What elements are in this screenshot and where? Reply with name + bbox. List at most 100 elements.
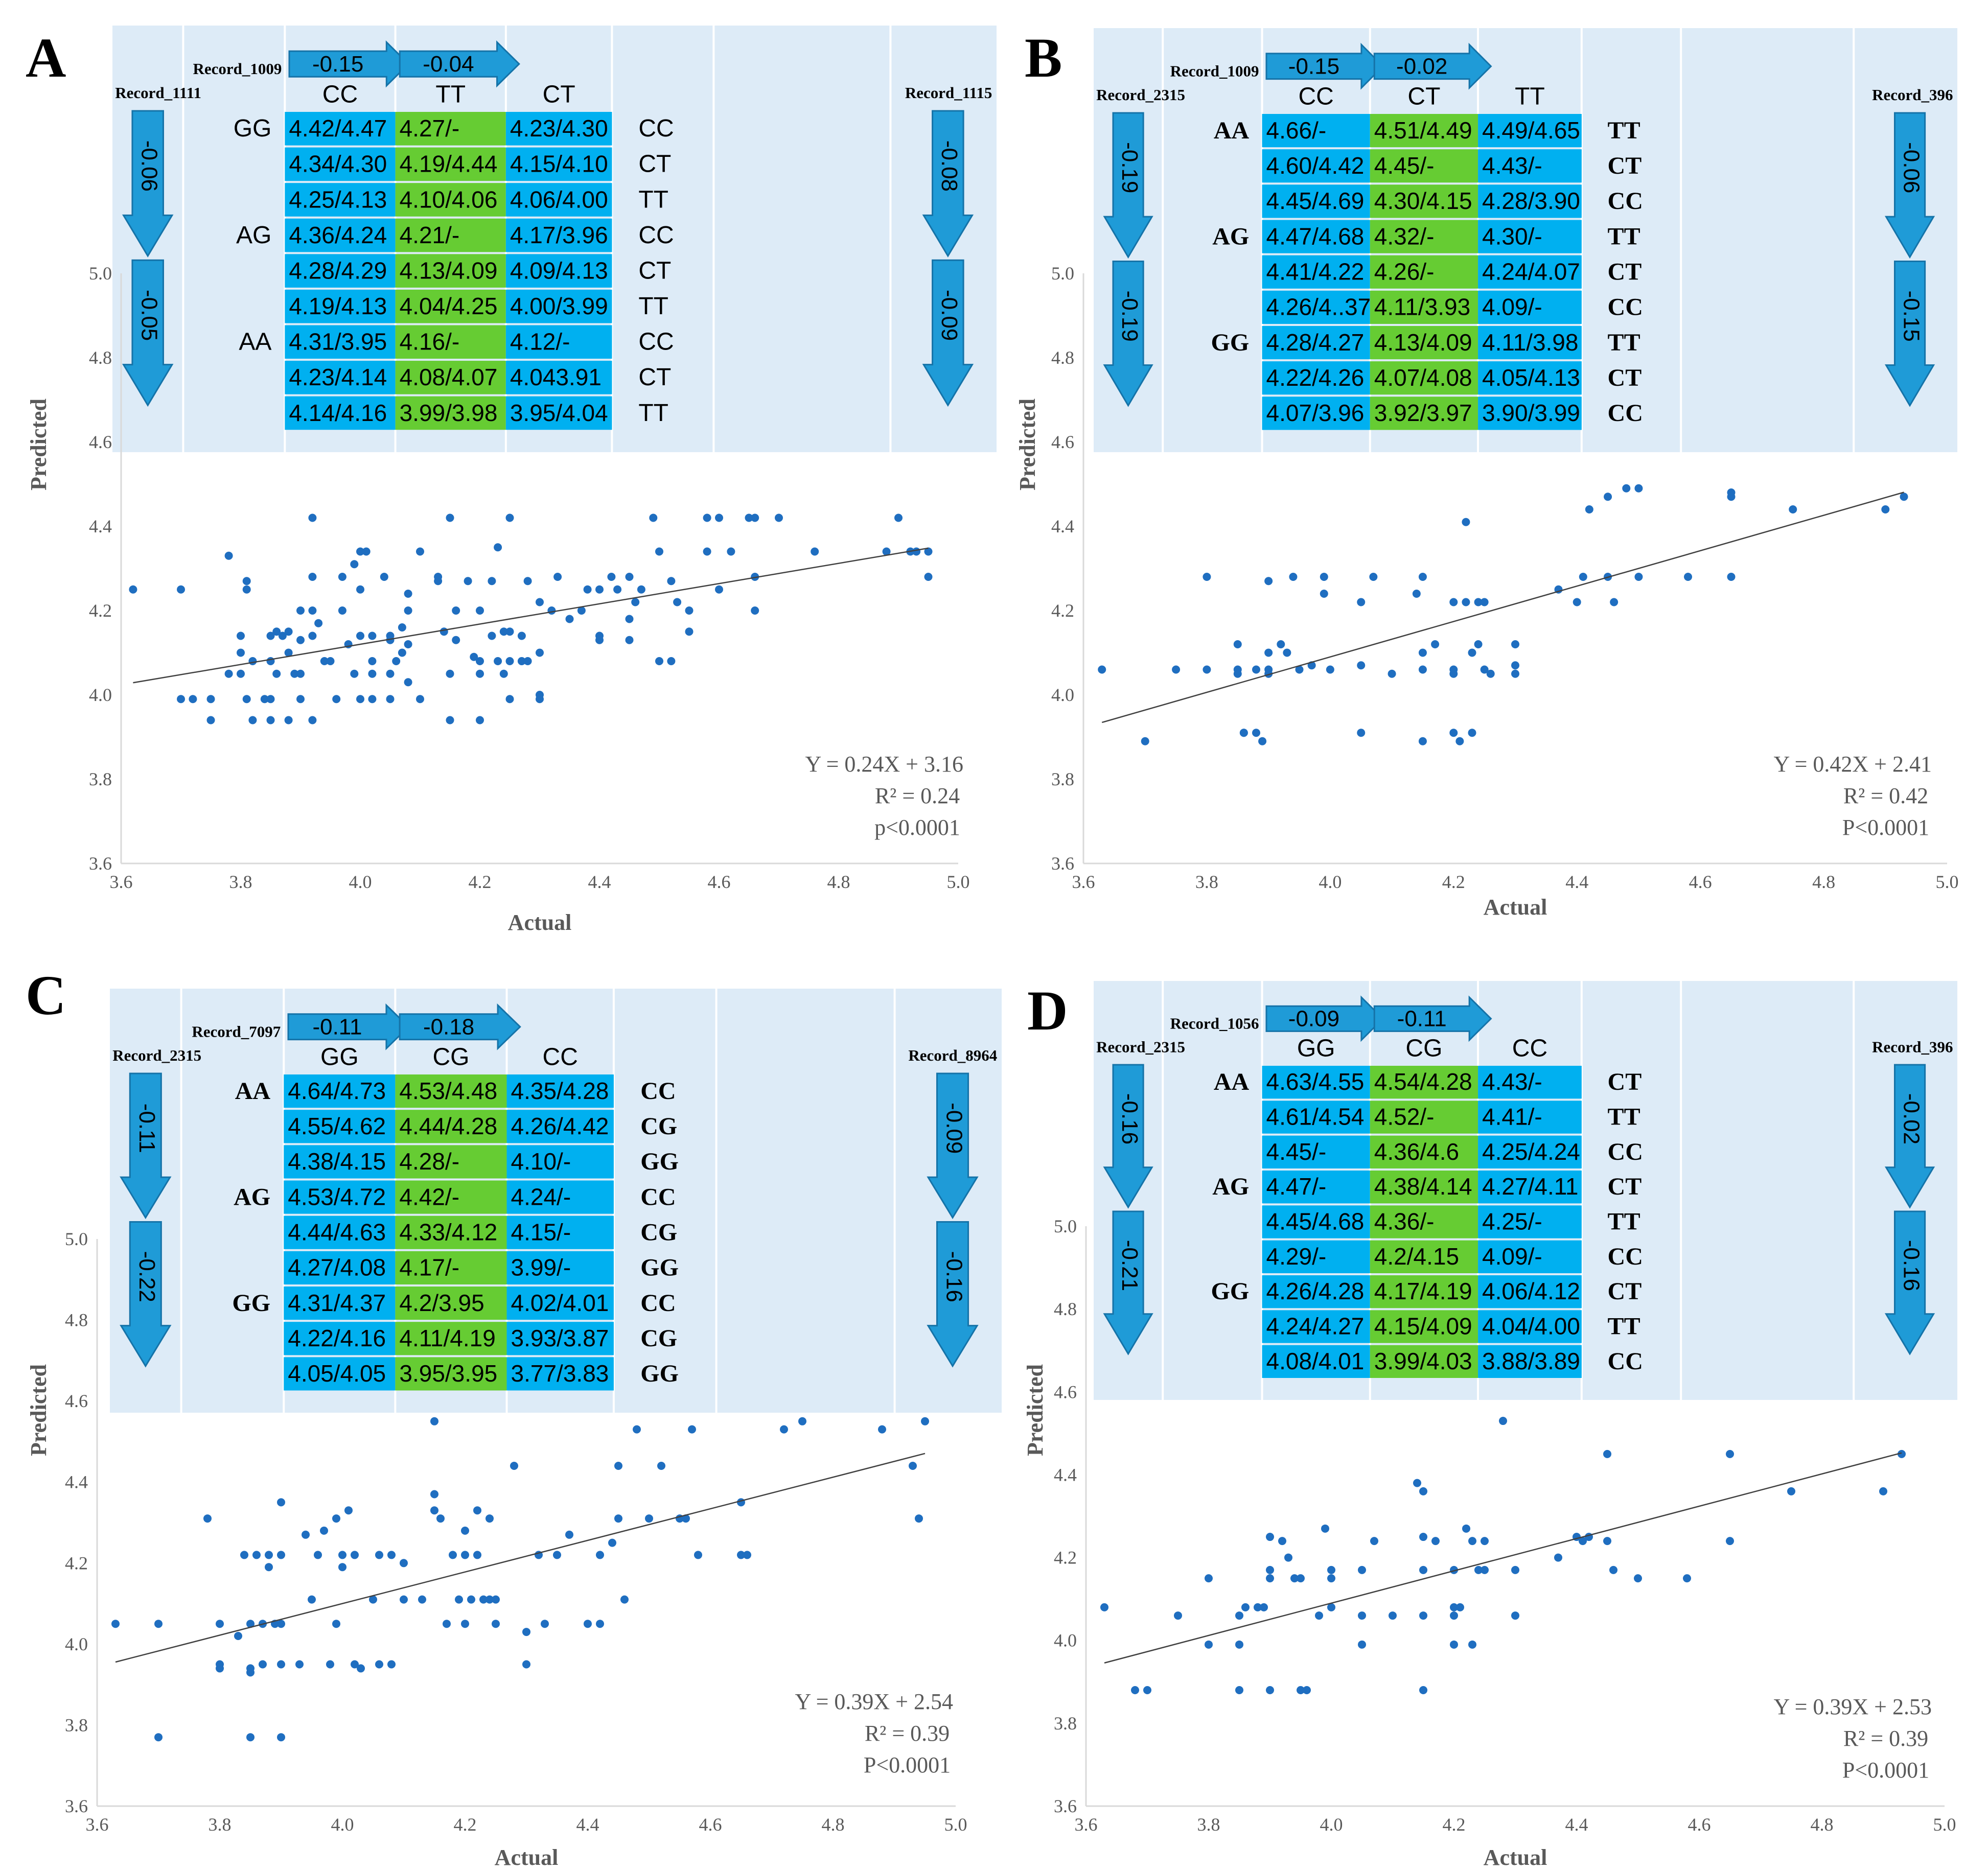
data-point [404, 640, 412, 648]
data-point [1358, 1611, 1366, 1620]
genotype-cell [395, 289, 506, 323]
genotype-cell [285, 396, 396, 430]
data-point [1881, 505, 1890, 513]
y-tick-label: 4.4 [1051, 516, 1074, 536]
right-marker-label: Record_396 [1872, 86, 1953, 104]
genotype-cell [1478, 220, 1582, 253]
data-point [234, 1632, 242, 1640]
vertical-effect-value: -0.09 [937, 290, 962, 341]
data-point [1389, 1611, 1397, 1620]
regression-equation: Y = 0.39X + 2.54 [795, 1689, 953, 1714]
data-point [404, 678, 412, 687]
data-point [272, 669, 281, 678]
x-tick-label: 4.0 [1320, 1814, 1343, 1835]
trend-line [1101, 492, 1904, 723]
genotype-cell-value: 4.15/4.10 [510, 151, 608, 177]
data-point [443, 1620, 451, 1628]
data-point [811, 547, 819, 556]
panel-C: 3.63.84.04.24.44.64.85.03.6 3.8 4.0 4.2 4.4 4… [26, 964, 1002, 1870]
column-genotype-header: CC [1512, 1035, 1547, 1062]
data-point [633, 1425, 641, 1434]
data-point [536, 598, 544, 606]
row-group-genotype: GG [232, 1290, 270, 1317]
genotype-cell-value: 4.10/4.06 [400, 186, 498, 213]
genotype-cell-value: 3.99/4.03 [1374, 1348, 1472, 1374]
genotype-cell-value: 3.88/3.89 [1482, 1348, 1580, 1374]
data-point [1604, 493, 1612, 501]
data-point [308, 632, 317, 640]
data-point [189, 695, 197, 704]
r-squared: R² = 0.24 [875, 783, 960, 808]
x-axis-title: Actual [1484, 895, 1547, 920]
data-point [278, 632, 287, 640]
data-point [1481, 1565, 1489, 1574]
data-point [1172, 665, 1181, 674]
data-point [798, 1417, 806, 1425]
x-axis-title: Actual [1484, 1845, 1547, 1870]
data-point [1462, 518, 1470, 526]
genotype-cell [1262, 114, 1370, 148]
y-tick-label: 3.8 [1054, 1713, 1077, 1734]
vertical-effect-value: -0.21 [1117, 1240, 1142, 1291]
genotype-cell [284, 1074, 396, 1108]
x-tick-label: 4.6 [699, 1814, 722, 1835]
data-point [553, 1551, 561, 1559]
p-value: P<0.0001 [1842, 815, 1929, 840]
genotype-cell-value: 4.23/4.30 [510, 115, 608, 142]
data-point [398, 623, 406, 632]
vertical-effect-arrow [922, 259, 974, 407]
genotype-cell [1478, 1066, 1582, 1099]
column-genotype-header: CC [322, 81, 358, 108]
data-point [452, 606, 460, 615]
data-point [206, 716, 215, 724]
column-genotype-header: CG [1405, 1035, 1442, 1062]
data-point [290, 669, 299, 678]
genotype-cell-value: 4.64/4.73 [288, 1078, 386, 1104]
row-group-genotype: AG [1212, 1173, 1249, 1200]
panel-letter: B [1025, 27, 1062, 89]
vertical-effect-value: -0.08 [937, 141, 962, 192]
row-genotype-label: TT [638, 186, 668, 213]
data-point [1486, 669, 1495, 678]
data-point [1357, 729, 1366, 737]
genotype-cell-value: 3.93/3.87 [511, 1325, 609, 1351]
vertical-effect-arrow [1103, 1064, 1153, 1209]
vertical-effect-arrow [1884, 261, 1935, 407]
genotype-cell [506, 1215, 614, 1249]
data-point [387, 1551, 396, 1559]
top-effect-arrow [1373, 42, 1492, 90]
genotype-cell [505, 325, 612, 359]
genotype-cell-value: 4.22/4.16 [288, 1325, 386, 1351]
top-marker-label: Record_1009 [1170, 62, 1259, 80]
genotype-cell [506, 1180, 614, 1214]
data-point [1252, 665, 1260, 674]
genotype-cell-value: 4.28/4.27 [1266, 329, 1365, 356]
x-tick-label: 4.6 [1688, 1814, 1711, 1835]
data-point [284, 716, 293, 724]
row-genotype-label: TT [1608, 329, 1640, 356]
genotype-cell-value: 4.24/4.27 [1266, 1313, 1365, 1340]
data-point [1235, 1611, 1243, 1620]
data-point [1235, 1686, 1243, 1694]
data-point [1879, 1487, 1887, 1495]
genotype-cell-value: 4.51/4.49 [1374, 117, 1472, 144]
genotype-cell-value: 4.14/4.16 [289, 400, 387, 426]
y-tick-label: 5.0 [65, 1229, 88, 1249]
genotype-cell [395, 1215, 507, 1249]
x-axis-title: Actual [508, 910, 572, 935]
genotype-cell [395, 1251, 507, 1284]
data-point [1239, 729, 1248, 737]
genotype-cell-value: 4.47/- [1266, 1173, 1327, 1200]
y-tick-label: 3.6 [65, 1796, 88, 1816]
genotype-cell [284, 1145, 396, 1179]
data-point [246, 1620, 255, 1628]
data-point [1258, 737, 1267, 745]
data-point [206, 695, 215, 704]
genotype-cell [395, 218, 506, 252]
data-point [1357, 661, 1366, 670]
genotype-cell [1478, 326, 1582, 360]
x-tick-label: 3.6 [110, 872, 133, 892]
data-point [703, 513, 711, 522]
data-point [584, 1620, 592, 1628]
row-genotype-label: CC [640, 1183, 676, 1210]
